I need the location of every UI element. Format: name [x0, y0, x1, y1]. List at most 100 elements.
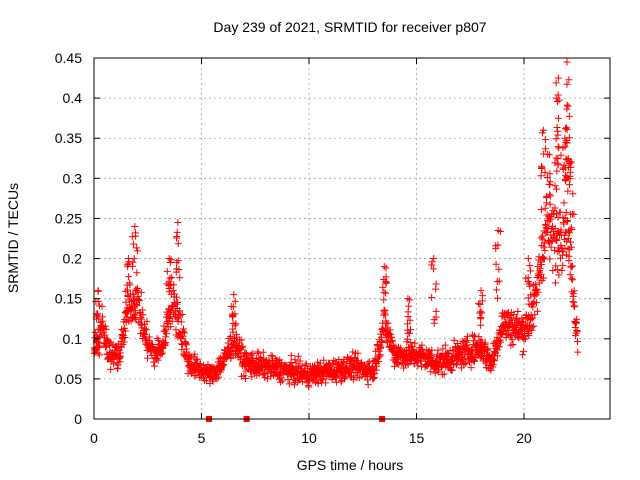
data-point [490, 357, 498, 365]
data-point [154, 356, 162, 364]
data-point [537, 270, 545, 278]
data-point [563, 101, 571, 109]
data-point [213, 375, 221, 383]
data-point [439, 345, 447, 353]
data-point [166, 258, 174, 266]
data-point [574, 348, 582, 356]
data-point [404, 295, 412, 303]
x-tick-label: 10 [301, 430, 317, 446]
data-point [557, 254, 565, 262]
data-point [563, 173, 571, 181]
data-point [566, 238, 574, 246]
data-point [388, 337, 396, 345]
data-point [94, 310, 102, 318]
data-point [546, 180, 554, 188]
data-point [364, 381, 372, 389]
data-point [94, 287, 102, 295]
data-point [524, 294, 532, 302]
data-point [101, 331, 109, 339]
data-point [174, 218, 182, 226]
data-point [494, 226, 502, 234]
data-point [138, 306, 146, 314]
data-point [320, 356, 328, 364]
data-point [537, 206, 545, 214]
data-point [470, 337, 478, 345]
data-point [120, 338, 128, 346]
data-point [395, 361, 403, 369]
data-point [133, 244, 141, 252]
y-tick-label: 0.4 [63, 90, 83, 106]
data-point [405, 302, 413, 310]
x-tick-label: 15 [409, 430, 425, 446]
data-point [182, 341, 190, 349]
data-point [168, 273, 176, 281]
data-point [288, 362, 296, 370]
data-point [492, 260, 500, 268]
data-point [518, 319, 526, 327]
data-point [364, 359, 372, 367]
data-point [242, 375, 250, 383]
y-tick-labels: 0 0.05 0.1 0.15 0.2 0.25 0.3 0.35 0.4 0.45 [55, 50, 82, 427]
data-point [565, 252, 573, 260]
y-tick-label: 0.35 [55, 130, 82, 146]
data-point [354, 349, 362, 357]
data-point [133, 269, 141, 277]
data-point [166, 274, 174, 282]
data-point [130, 311, 138, 319]
data-point [135, 297, 143, 305]
data-point [126, 281, 134, 289]
data-point [566, 181, 574, 189]
data-point [525, 280, 533, 288]
data-point [450, 336, 458, 344]
data-point [559, 248, 567, 256]
data-point [291, 356, 299, 364]
data-point [495, 265, 503, 273]
data-point [568, 262, 576, 270]
data-point [559, 165, 567, 173]
data-point [568, 275, 576, 283]
data-point [102, 325, 110, 333]
data-point [467, 364, 475, 372]
data-point [532, 299, 540, 307]
data-point [388, 337, 396, 345]
data-point [481, 339, 489, 347]
data-point [547, 243, 555, 251]
data-point [354, 369, 362, 377]
data-point [167, 323, 175, 331]
data-point [239, 342, 247, 350]
data-point [390, 362, 398, 370]
data-point [551, 224, 559, 232]
data-point [453, 360, 461, 368]
data-point [202, 377, 210, 385]
data-point [298, 362, 306, 370]
data-point [553, 236, 561, 244]
data-point [404, 326, 412, 334]
data-point [489, 361, 497, 369]
data-point [287, 358, 295, 366]
data-point [570, 287, 578, 295]
data-point [382, 273, 390, 281]
data-point [174, 299, 182, 307]
data-point [552, 135, 560, 143]
y-tick-label: 0.45 [55, 50, 82, 66]
data-point [559, 144, 567, 152]
data-point [232, 320, 240, 328]
data-point [382, 277, 390, 285]
data-point [417, 345, 425, 353]
data-point [432, 307, 440, 315]
data-point [328, 376, 336, 384]
data-point [163, 267, 171, 275]
data-point [556, 208, 564, 216]
data-point [165, 255, 173, 263]
data-point [469, 350, 477, 358]
data-point [448, 366, 456, 374]
data-point [299, 378, 307, 386]
data-point [497, 338, 505, 346]
data-point [172, 265, 180, 273]
data-point [141, 325, 149, 333]
data-point [249, 355, 257, 363]
data-point [123, 286, 131, 294]
data-point [276, 356, 284, 364]
data-point [405, 329, 413, 337]
data-point [508, 336, 516, 344]
